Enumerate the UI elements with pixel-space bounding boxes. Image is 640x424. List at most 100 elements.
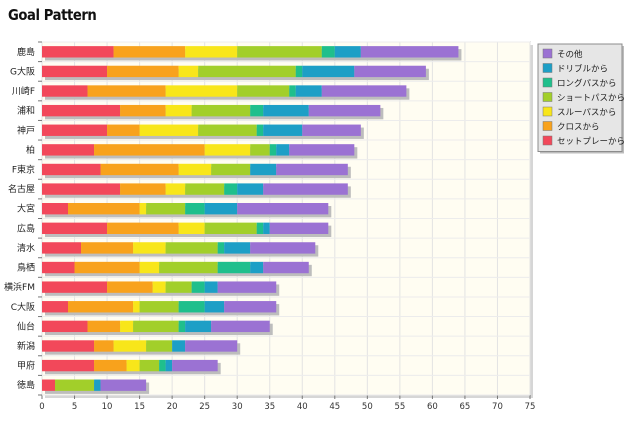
bar-segment <box>178 65 199 78</box>
y-category-label: F東京 <box>12 163 35 175</box>
y-category-label: G大阪 <box>10 65 35 77</box>
bar-segment <box>165 85 238 97</box>
bar-segment <box>217 261 251 274</box>
x-tick-label: 45 <box>329 402 340 412</box>
y-category-label: 清水 <box>17 242 35 254</box>
bar-segment <box>139 203 147 215</box>
bar-segment <box>289 144 355 156</box>
bar-segment <box>256 124 264 136</box>
bar-segment <box>211 163 251 176</box>
y-category-label: 川崎F <box>12 85 35 97</box>
bar-segment <box>185 46 238 58</box>
bar-segment <box>42 242 82 254</box>
bar-segment <box>250 163 277 176</box>
bar-segment <box>191 281 205 293</box>
y-category-label: 仙台 <box>17 320 35 332</box>
bar-segment <box>198 65 296 78</box>
bar-segment <box>133 320 179 333</box>
bar-segment <box>178 320 186 333</box>
bar-segment <box>165 281 192 293</box>
bar-segment <box>204 281 218 293</box>
bar-segment <box>107 124 140 136</box>
bar-segment <box>107 281 153 293</box>
y-category-label: 鳥栖 <box>17 262 35 274</box>
bar-segment <box>42 144 95 156</box>
y-category-label: 横浜FM <box>4 281 35 293</box>
bar-segment <box>113 46 186 58</box>
bar-segment <box>354 65 426 78</box>
bar-segment <box>185 183 225 195</box>
y-category-label: 広島 <box>17 222 35 234</box>
y-category-label: C大阪 <box>11 301 35 313</box>
bar-segment <box>165 183 186 195</box>
bar-segment <box>74 261 140 274</box>
y-category-label: 神戸 <box>17 124 35 136</box>
y-category-label: 徳島 <box>17 379 35 391</box>
bar-segment <box>94 359 127 372</box>
bar-segment <box>139 359 160 372</box>
bar-segment <box>87 85 166 97</box>
bar-segment <box>321 85 407 97</box>
bar-segment <box>237 85 290 97</box>
bar-segment <box>107 222 179 234</box>
bar-segment <box>42 379 56 391</box>
bar-segment <box>42 85 88 97</box>
bar-segment <box>42 359 95 372</box>
bar-segment <box>250 144 270 156</box>
bar-segment <box>146 340 173 352</box>
bar-segment <box>133 301 140 313</box>
y-category-label: 大宮 <box>17 203 35 215</box>
bar-segment <box>250 242 316 254</box>
bar-segment <box>172 359 218 372</box>
chart-title: Goal Pattern <box>8 6 97 24</box>
x-tick-label: 15 <box>134 402 145 412</box>
bar-segment <box>42 65 108 78</box>
bar-segment <box>126 359 140 372</box>
bar-segment <box>198 124 257 136</box>
bar-segment <box>178 301 205 313</box>
legend-swatch <box>542 77 553 88</box>
bar-segment <box>185 320 212 333</box>
legend-swatch <box>542 63 553 73</box>
bar-segment <box>100 379 147 391</box>
bar-segment <box>42 163 101 176</box>
bar-segment <box>152 281 166 293</box>
bar-segment <box>256 222 264 234</box>
bar-segment <box>211 320 270 333</box>
y-category-label: 浦和 <box>17 105 35 117</box>
bar-segment <box>139 301 179 313</box>
bar-segment <box>107 65 179 78</box>
legend-swatch <box>542 121 553 131</box>
bar-segment <box>250 261 264 274</box>
bar-segment <box>133 242 166 254</box>
legend-label: その他 <box>557 49 583 60</box>
bar-segment <box>204 144 251 156</box>
bar-segment <box>120 183 166 195</box>
bar-segment <box>42 104 121 117</box>
x-tick-label: 65 <box>460 402 471 412</box>
bar-segment <box>139 261 160 274</box>
legend-label: スルーパスから <box>557 108 616 118</box>
bar-segment <box>42 340 95 352</box>
bar-segment <box>159 359 166 372</box>
x-tick-label: 35 <box>264 402 275 412</box>
x-tick-label: 5 <box>72 402 77 412</box>
bar-segment <box>55 379 95 391</box>
bar-segment <box>42 320 88 333</box>
bar-segment <box>165 104 192 117</box>
bar-segment <box>185 340 238 352</box>
x-tick-label: 20 <box>167 402 178 412</box>
bar-segment <box>185 203 205 215</box>
bar-segment <box>250 104 264 117</box>
bar-segment <box>42 281 108 293</box>
bar-segment <box>263 104 309 117</box>
bar-segment <box>269 144 277 156</box>
bar-segment <box>276 163 348 176</box>
bar-segment <box>224 242 251 254</box>
bar-segment <box>302 65 355 78</box>
bar-segment <box>165 242 218 254</box>
bar-segment <box>120 320 134 333</box>
bar-segment <box>308 104 381 117</box>
bar-segment <box>68 301 134 313</box>
